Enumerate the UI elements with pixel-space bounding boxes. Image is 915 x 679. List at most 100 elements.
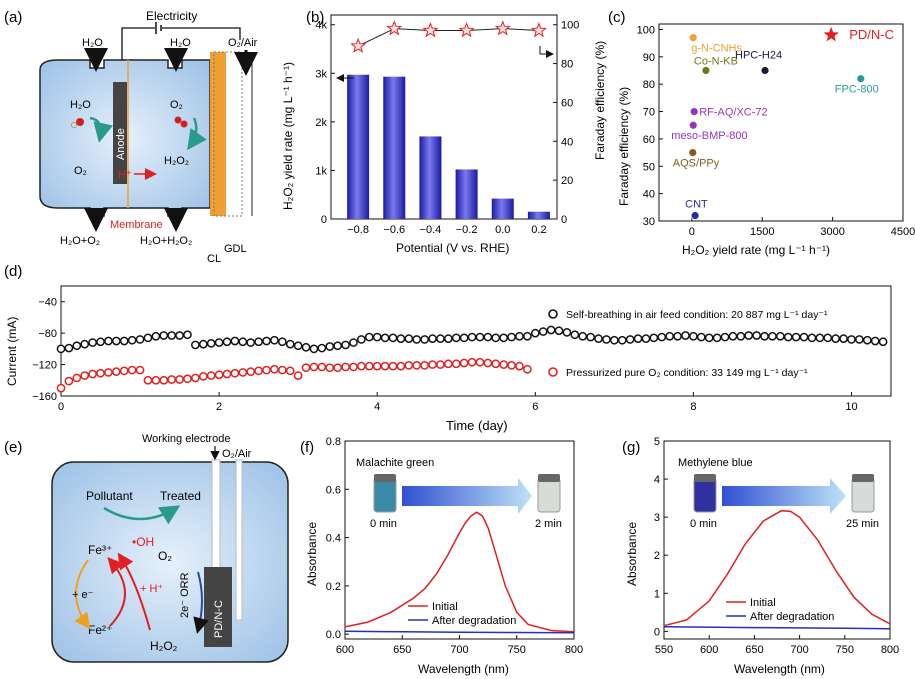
current-point-air <box>870 336 880 346</box>
x-tick-label: −0.2 <box>456 224 478 236</box>
point-g-n-cnhs <box>688 33 698 43</box>
panel-c-label: (c) <box>608 9 626 26</box>
current-point-o2 <box>412 361 422 370</box>
panel-a-label: (a) <box>4 9 22 26</box>
x-tick-label: 0 <box>689 226 695 238</box>
current-point-o2 <box>372 361 382 371</box>
current-point-air <box>246 338 256 347</box>
current-point-air <box>855 335 864 344</box>
o2-left-label: O₂ <box>74 165 87 177</box>
point-rf-aq-xc-72 <box>689 107 699 116</box>
current-point-air <box>127 335 137 345</box>
point-label-hpc-h24: HPC-H24 <box>735 50 782 62</box>
point-label-co-n-kb: Co-N-KB <box>694 56 738 68</box>
initial-curve <box>344 511 575 633</box>
current-point-o2 <box>507 361 516 370</box>
g-title: Methylene blue <box>678 457 753 469</box>
y-tick-label: 2k <box>315 117 327 129</box>
current-point-air <box>689 331 698 341</box>
plot-frame <box>60 285 892 397</box>
current-point-air <box>293 341 303 351</box>
y-tick-label: 3k <box>315 68 327 80</box>
current-point-air <box>617 335 627 345</box>
current-point-o2 <box>404 361 414 370</box>
bar--0.2 <box>455 169 478 219</box>
f-legend-after: After degradation <box>432 615 516 627</box>
current-point-air <box>673 331 682 341</box>
current-point-air <box>222 337 232 347</box>
vial-cap <box>538 474 560 482</box>
x-tick-label: 0 <box>58 401 64 413</box>
plot-frame <box>344 440 575 640</box>
panel-d-chart: 0 2 4 6 8 10 −160 −120 −80 −40 <box>32 297 888 413</box>
current-point-air <box>736 331 746 341</box>
current-point-o2 <box>523 364 532 374</box>
current-point-o2 <box>436 360 445 369</box>
current-point-air <box>175 331 184 340</box>
panel-g-label: (g) <box>622 439 640 456</box>
fe-star--0.2 <box>458 22 475 38</box>
treated-label: Treated <box>160 489 201 503</box>
current-point-air <box>364 332 374 342</box>
current-point-air <box>475 332 485 342</box>
y-tick-label: 0.6 <box>326 484 341 496</box>
current-point-air <box>609 335 619 345</box>
vial-before <box>693 477 717 513</box>
y-tick-label: 100 <box>637 24 655 36</box>
panel-d: (d) 0 2 4 6 8 10 −160 −120 −80 −40 Time (day) Cur… <box>4 263 892 433</box>
current-point-air <box>491 333 501 343</box>
time-arrow <box>722 478 846 514</box>
current-point-o2 <box>198 372 208 381</box>
current-point-air <box>625 335 635 344</box>
point-label-g-n-cnhs: g-N-CNHs <box>691 43 742 55</box>
d-xlabel: Time (day) <box>446 418 508 433</box>
f-title: Malachite green <box>356 457 434 469</box>
hplus-label: H⁺ <box>118 169 132 181</box>
g-end-time: 25 min <box>846 518 879 530</box>
plus-e-label: + e⁻ <box>72 589 94 601</box>
panel-e-label: (e) <box>4 439 22 456</box>
y2-tick-label: 0 <box>561 214 567 226</box>
o2air-feed: O₂/Air <box>222 448 252 460</box>
current-point-air <box>96 337 105 347</box>
f-legend-initial: Initial <box>432 601 458 613</box>
current-point-air <box>325 342 335 351</box>
current-point-air <box>341 340 350 350</box>
y-tick-label: 40 <box>643 189 655 201</box>
point-label-rf-aq-xc-72: RF-AQ/XC-72 <box>699 107 767 119</box>
x-tick-label: 550 <box>655 644 673 656</box>
current-point-air <box>104 336 113 346</box>
x-tick-label: 600 <box>700 644 718 656</box>
h2o2-mid-label: H₂O₂ <box>164 155 189 167</box>
current-point-o2 <box>364 361 374 371</box>
x-tick-label: 600 <box>336 644 354 656</box>
x-tick-label: −0.4 <box>420 224 442 236</box>
vial-cap <box>374 474 396 482</box>
x-tick-label: 6 <box>532 401 538 413</box>
f-xlabel: Wavelength (nm) <box>418 662 509 676</box>
current-point-o2 <box>96 368 105 378</box>
current-point-air <box>791 332 801 342</box>
current-point-air <box>523 331 532 341</box>
membrane-label: Membrane <box>110 219 163 231</box>
feed-tube <box>211 459 221 571</box>
fe-line <box>357 28 539 47</box>
y-tick-label: −160 <box>32 391 57 403</box>
pdnc-label: PD/N-C <box>213 600 225 638</box>
vial-before <box>373 477 397 513</box>
x-tick-label: 650 <box>745 644 763 656</box>
fe-star-0.0 <box>494 20 511 36</box>
current-point-air <box>436 334 445 343</box>
h2o-molecule-label: H₂O <box>70 99 91 111</box>
point-label-meso-bmp-800: meso-BMP-800 <box>671 130 747 142</box>
f-end-time: 2 min <box>535 518 562 530</box>
y-tick-label: 0.2 <box>326 581 341 593</box>
current-point-air <box>570 330 580 340</box>
current-point-air <box>681 331 690 340</box>
y-tick-label: 4 <box>654 474 660 486</box>
orr-label: 2e⁻ ORR <box>179 572 191 618</box>
fe-star-0.2 <box>530 22 547 38</box>
y-tick-label: 30 <box>643 216 655 228</box>
b-xlabel: Potential (V vs. RHE) <box>396 241 509 255</box>
